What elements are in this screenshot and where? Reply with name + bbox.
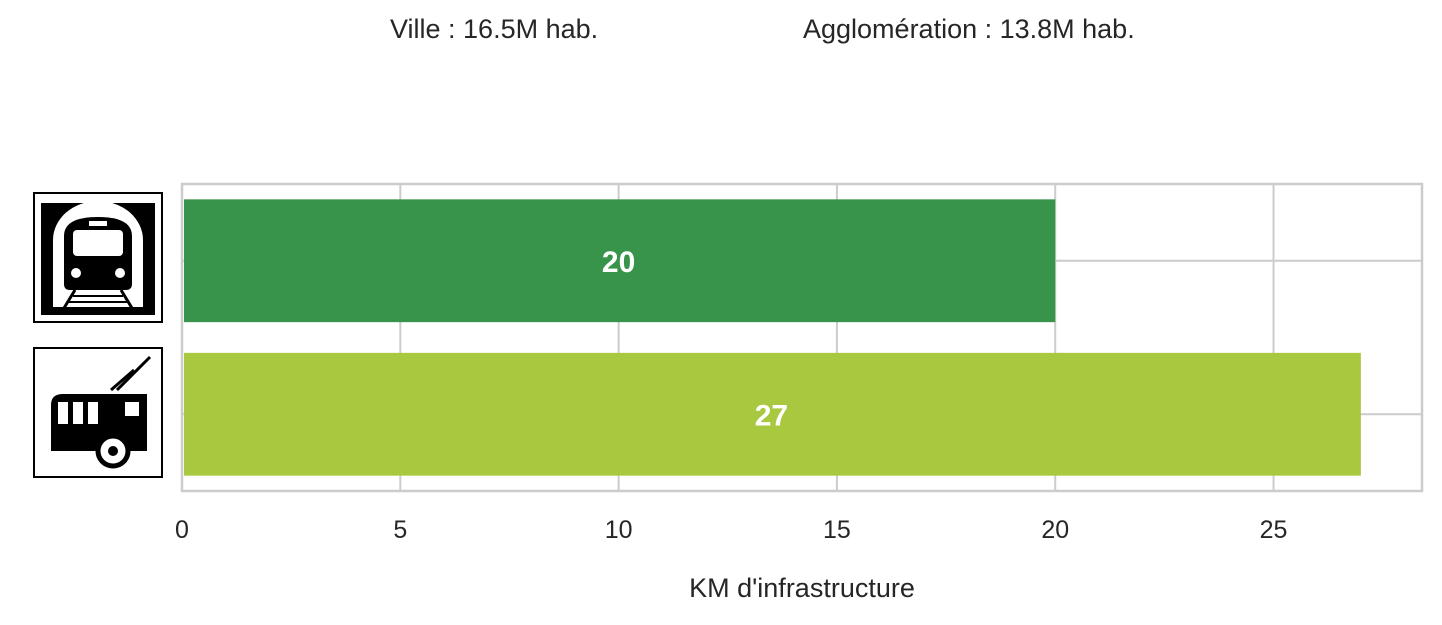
city-population-text: Ville : 16.5M hab. — [390, 14, 599, 44]
bar-trolleybus — [184, 352, 1361, 476]
x-tick-labels: 0 5 10 15 20 25 — [175, 516, 1287, 544]
x-tick-label: 20 — [1041, 516, 1069, 544]
x-tick-label: 25 — [1260, 516, 1288, 544]
x-tick-label: 10 — [605, 516, 633, 544]
trolleybus-icon — [33, 347, 163, 478]
bar-value-label: 27 — [755, 399, 788, 432]
x-axis-title: KM d'infrastructure — [689, 573, 915, 603]
metro-icon — [33, 192, 163, 323]
x-tick-label: 5 — [393, 516, 407, 544]
x-tick-label: 15 — [823, 516, 851, 544]
x-tick-label: 0 — [175, 516, 189, 544]
bar-value-label: 20 — [602, 246, 635, 279]
agglomeration-population-text: Agglomération : 13.8M hab. — [803, 14, 1135, 44]
plot-frame — [180, 182, 1424, 493]
bar-metro — [184, 199, 1056, 323]
